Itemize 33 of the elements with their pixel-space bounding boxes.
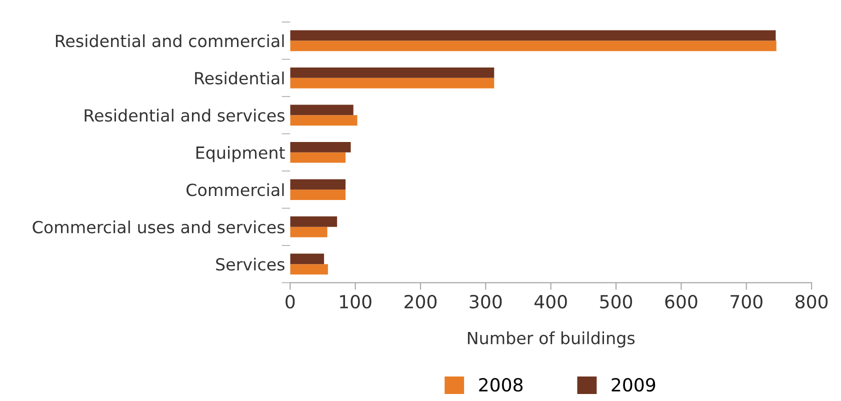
x-tick-label: 400 [534,294,567,308]
legend-label: 2008 [479,378,523,392]
bar [290,216,338,227]
y-tick-label: Commercial [186,183,284,196]
bar [290,142,351,152]
bar [290,40,776,52]
y-tick-label: Residential and commercial [56,34,284,48]
bar [290,67,494,78]
y-tick-label: Residential [195,72,284,84]
bar [290,190,346,200]
x-tick-label: 100 [340,294,372,308]
bar [290,264,328,275]
bar [290,78,494,88]
x-tick-label: 600 [665,294,698,308]
bar [290,104,354,116]
x-tick-label: 300 [470,294,502,308]
x-tick-label: 0 [286,294,295,308]
bar [290,226,328,238]
y-tick-label: Equipment [196,146,285,162]
y-tick-label: Commercial uses and services [32,220,284,234]
bar [290,30,776,41]
bar [290,152,346,163]
y-tick-label: Residential and services [84,108,284,122]
y-tick-label: Services [216,258,284,271]
x-axis-title: Number of buildings [468,331,635,348]
bar [290,254,324,264]
x-tick-label: 800 [796,294,828,308]
legend-label: 2009 [612,378,656,392]
bar [290,179,346,190]
x-tick-label: 200 [404,294,437,308]
x-tick-label: 500 [600,294,632,308]
x-tick-label: 700 [730,294,762,308]
bar [290,115,358,126]
